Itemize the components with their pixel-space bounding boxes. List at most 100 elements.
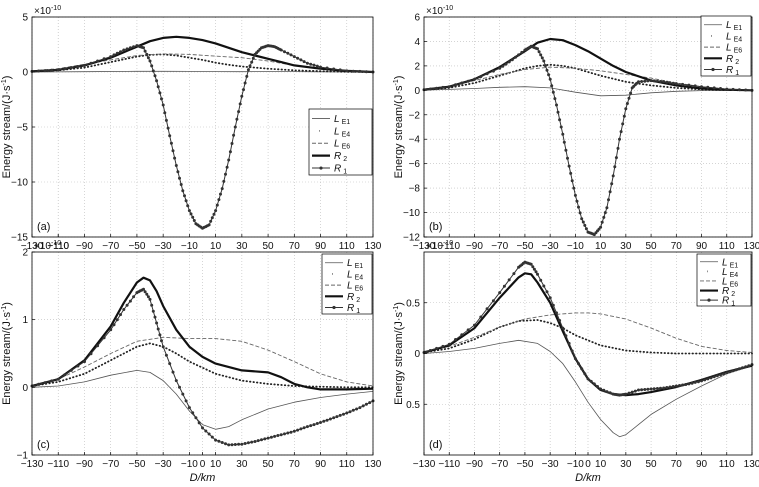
y-ticks: 0.5 0 0.5: [406, 298, 427, 411]
data-point: [69, 368, 73, 372]
data-point: [725, 87, 729, 91]
data-point: [562, 140, 566, 144]
y-tick-label: 1: [22, 315, 28, 326]
data-point: [142, 46, 145, 50]
data-point: [540, 56, 544, 60]
x-tick-label: 50: [646, 459, 658, 470]
data-point: [191, 411, 195, 415]
data-point: [256, 439, 260, 443]
data-point: [230, 443, 234, 447]
x-tick-label: −70: [491, 459, 508, 470]
data-point: [197, 421, 201, 425]
data-point: [719, 87, 722, 90]
data-point: [668, 385, 672, 389]
legend-label-subscript: E4: [355, 274, 364, 281]
y-tick-label: −10: [11, 178, 28, 189]
x-axis-label: D/km: [575, 472, 601, 484]
y-axis-label: Energy stream/(J·s-1): [393, 302, 405, 405]
y-tick-label: 0.5: [406, 400, 420, 411]
data-point: [174, 379, 178, 383]
data-point: [276, 434, 280, 437]
data-point: [558, 319, 562, 322]
data-point: [315, 64, 319, 68]
data-point: [545, 290, 549, 294]
data-point: [542, 284, 546, 288]
data-point: [224, 442, 227, 446]
legend-box: [696, 253, 752, 307]
data-point: [584, 227, 588, 231]
data-point: [128, 299, 132, 303]
data-point: [299, 58, 303, 62]
data-point: [646, 79, 650, 83]
data-point: [292, 429, 296, 433]
data-point: [567, 164, 571, 168]
data-point: [561, 326, 565, 330]
series-line-R2: [423, 37, 753, 92]
data-point: [143, 290, 147, 294]
data-point: [235, 117, 239, 121]
data-point: [302, 60, 306, 64]
data-point: [181, 189, 185, 193]
data-point: [155, 321, 159, 325]
x-tick-label: 10: [595, 241, 607, 252]
legend-label-subscript: 1: [731, 301, 735, 308]
legend-label-subscript: 2: [356, 297, 360, 304]
x-tick-label: −70: [102, 241, 119, 252]
data-point: [536, 272, 539, 276]
data-point: [583, 372, 587, 376]
data-point: [466, 328, 470, 332]
data-point: [296, 56, 300, 60]
data-point: [222, 179, 226, 183]
legend-marker: [319, 166, 323, 170]
series-line-LE6: [423, 312, 753, 353]
data-point: [719, 373, 722, 377]
legend-label-subscript: 1: [343, 169, 347, 176]
data-point: [260, 438, 263, 442]
data-point: [737, 367, 741, 371]
data-point: [599, 387, 603, 391]
data-point: [610, 182, 614, 186]
exponent-power: -10: [51, 240, 61, 247]
data-point: [351, 408, 355, 412]
data-point: [624, 392, 628, 396]
data-point: [693, 84, 697, 88]
chart-panel-2: −130 −110 −90 −70 −50 −30 −10 0 10 30 50 70 90 110 130…: [1, 240, 382, 484]
data-point: [485, 307, 489, 311]
data-point: [611, 174, 615, 178]
data-point: [96, 59, 100, 63]
data-point: [687, 83, 691, 87]
data-point: [228, 150, 232, 154]
data-point: [210, 216, 214, 220]
y-tick-label: −4: [409, 135, 421, 146]
data-point: [309, 424, 313, 428]
data-point: [119, 50, 122, 54]
data-point: [214, 438, 218, 442]
data-point: [204, 429, 208, 433]
data-point: [156, 327, 160, 331]
data-point: [83, 63, 86, 67]
x-tick-label: 110: [339, 241, 355, 252]
legend: L E1L E4L E6R 2R 1: [308, 108, 373, 176]
data-point: [161, 103, 165, 107]
data-point: [109, 55, 113, 59]
data-point: [289, 430, 293, 434]
y-axis-label-close: ): [393, 302, 405, 306]
x-tick-label: −10: [181, 241, 198, 252]
data-point: [230, 142, 234, 145]
data-point: [237, 110, 241, 114]
legend: L E1L E4L E6R 2R 1: [321, 253, 373, 315]
data-point: [558, 118, 562, 122]
y-tick-label: −8: [409, 184, 421, 195]
data-point: [501, 64, 505, 68]
data-point: [164, 353, 168, 357]
x-tick-label: 10: [210, 459, 222, 470]
data-point: [532, 267, 536, 271]
series-line-LE4: [423, 63, 753, 92]
data-point: [296, 428, 300, 432]
data-point: [460, 333, 464, 337]
data-point: [187, 209, 191, 213]
legend-box: [308, 108, 373, 176]
legend-label-subscript: E1: [355, 263, 364, 270]
data-point: [712, 86, 716, 90]
data-point: [212, 212, 216, 216]
